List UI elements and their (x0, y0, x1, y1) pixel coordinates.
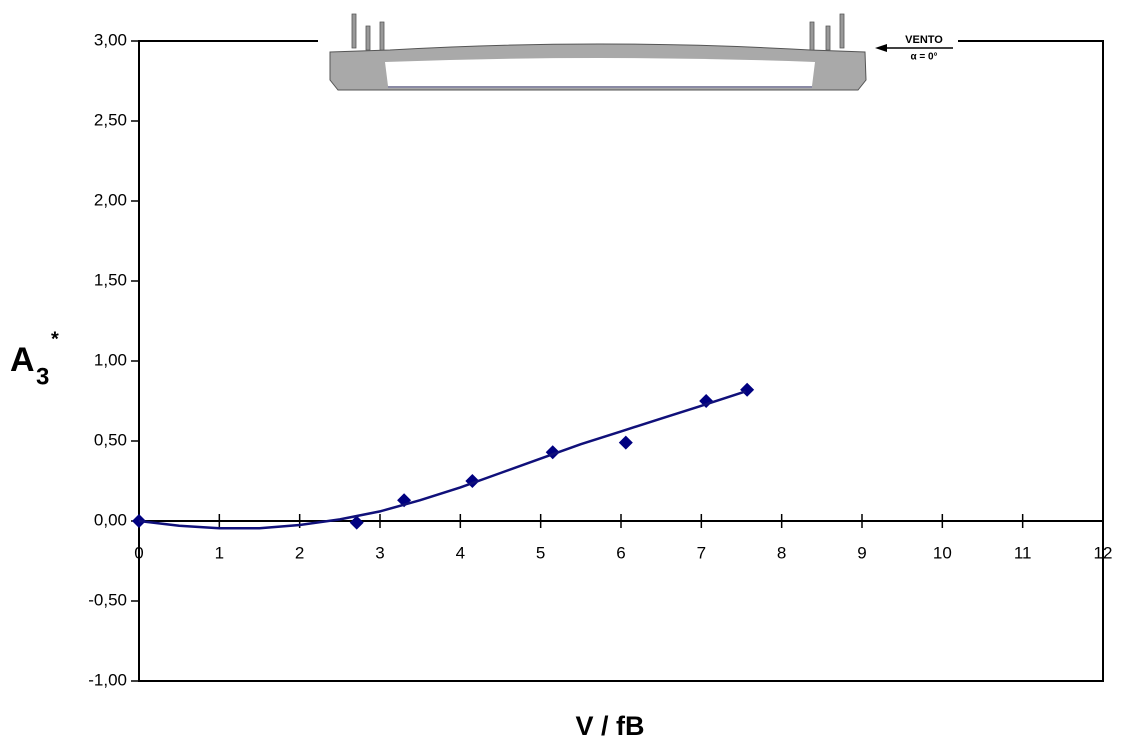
y-tick-label: 0,00 (94, 510, 127, 529)
y-tick-label: 1,00 (94, 350, 127, 369)
wind-label: VENTO (905, 34, 943, 46)
y-tick-label: 3,00 (94, 30, 127, 49)
angle-label: α = 0° (910, 52, 937, 63)
x-tick-label: 8 (777, 543, 786, 562)
wind-arrow (875, 44, 887, 52)
x-tick-label: 0 (134, 543, 143, 562)
y-tick-label: 0,50 (94, 430, 127, 449)
data-point (740, 382, 755, 397)
y-tick-label: 2,00 (94, 190, 127, 209)
plot-frame (138, 40, 1104, 682)
trend-line (138, 390, 746, 530)
x-tick-label: 2 (295, 543, 304, 562)
x-tick-label: 9 (857, 543, 866, 562)
right-rail (809, 13, 845, 51)
x-tick-label: 1 (215, 543, 224, 562)
y-axis-title-sup: * (51, 328, 59, 350)
x-tick-label: 10 (933, 543, 952, 562)
y-tick-label: 1,50 (94, 270, 127, 289)
data-point (349, 515, 364, 530)
y-tick-label: -0,50 (88, 590, 127, 609)
x-tick-label: 11 (1014, 543, 1032, 562)
y-tick-label: -1,00 (88, 670, 127, 689)
x-tick-label: 5 (536, 543, 545, 562)
x-tick-label: 6 (616, 543, 625, 562)
bridge-section: VENTO α = 0° (318, 13, 958, 100)
x-tick-label: 7 (697, 543, 706, 562)
y-tick-label: 2,50 (94, 110, 127, 129)
y-axis-title: A (10, 341, 35, 379)
x-tick-label: 12 (1094, 543, 1113, 562)
x-axis-title: V / fB (575, 711, 644, 741)
left-rail (351, 13, 385, 51)
y-axis-title-sub: 3 (36, 363, 49, 390)
data-point (618, 435, 633, 450)
x-tick-label: 4 (456, 543, 465, 562)
deck-void (385, 58, 815, 86)
x-tick-label: 3 (375, 543, 384, 562)
